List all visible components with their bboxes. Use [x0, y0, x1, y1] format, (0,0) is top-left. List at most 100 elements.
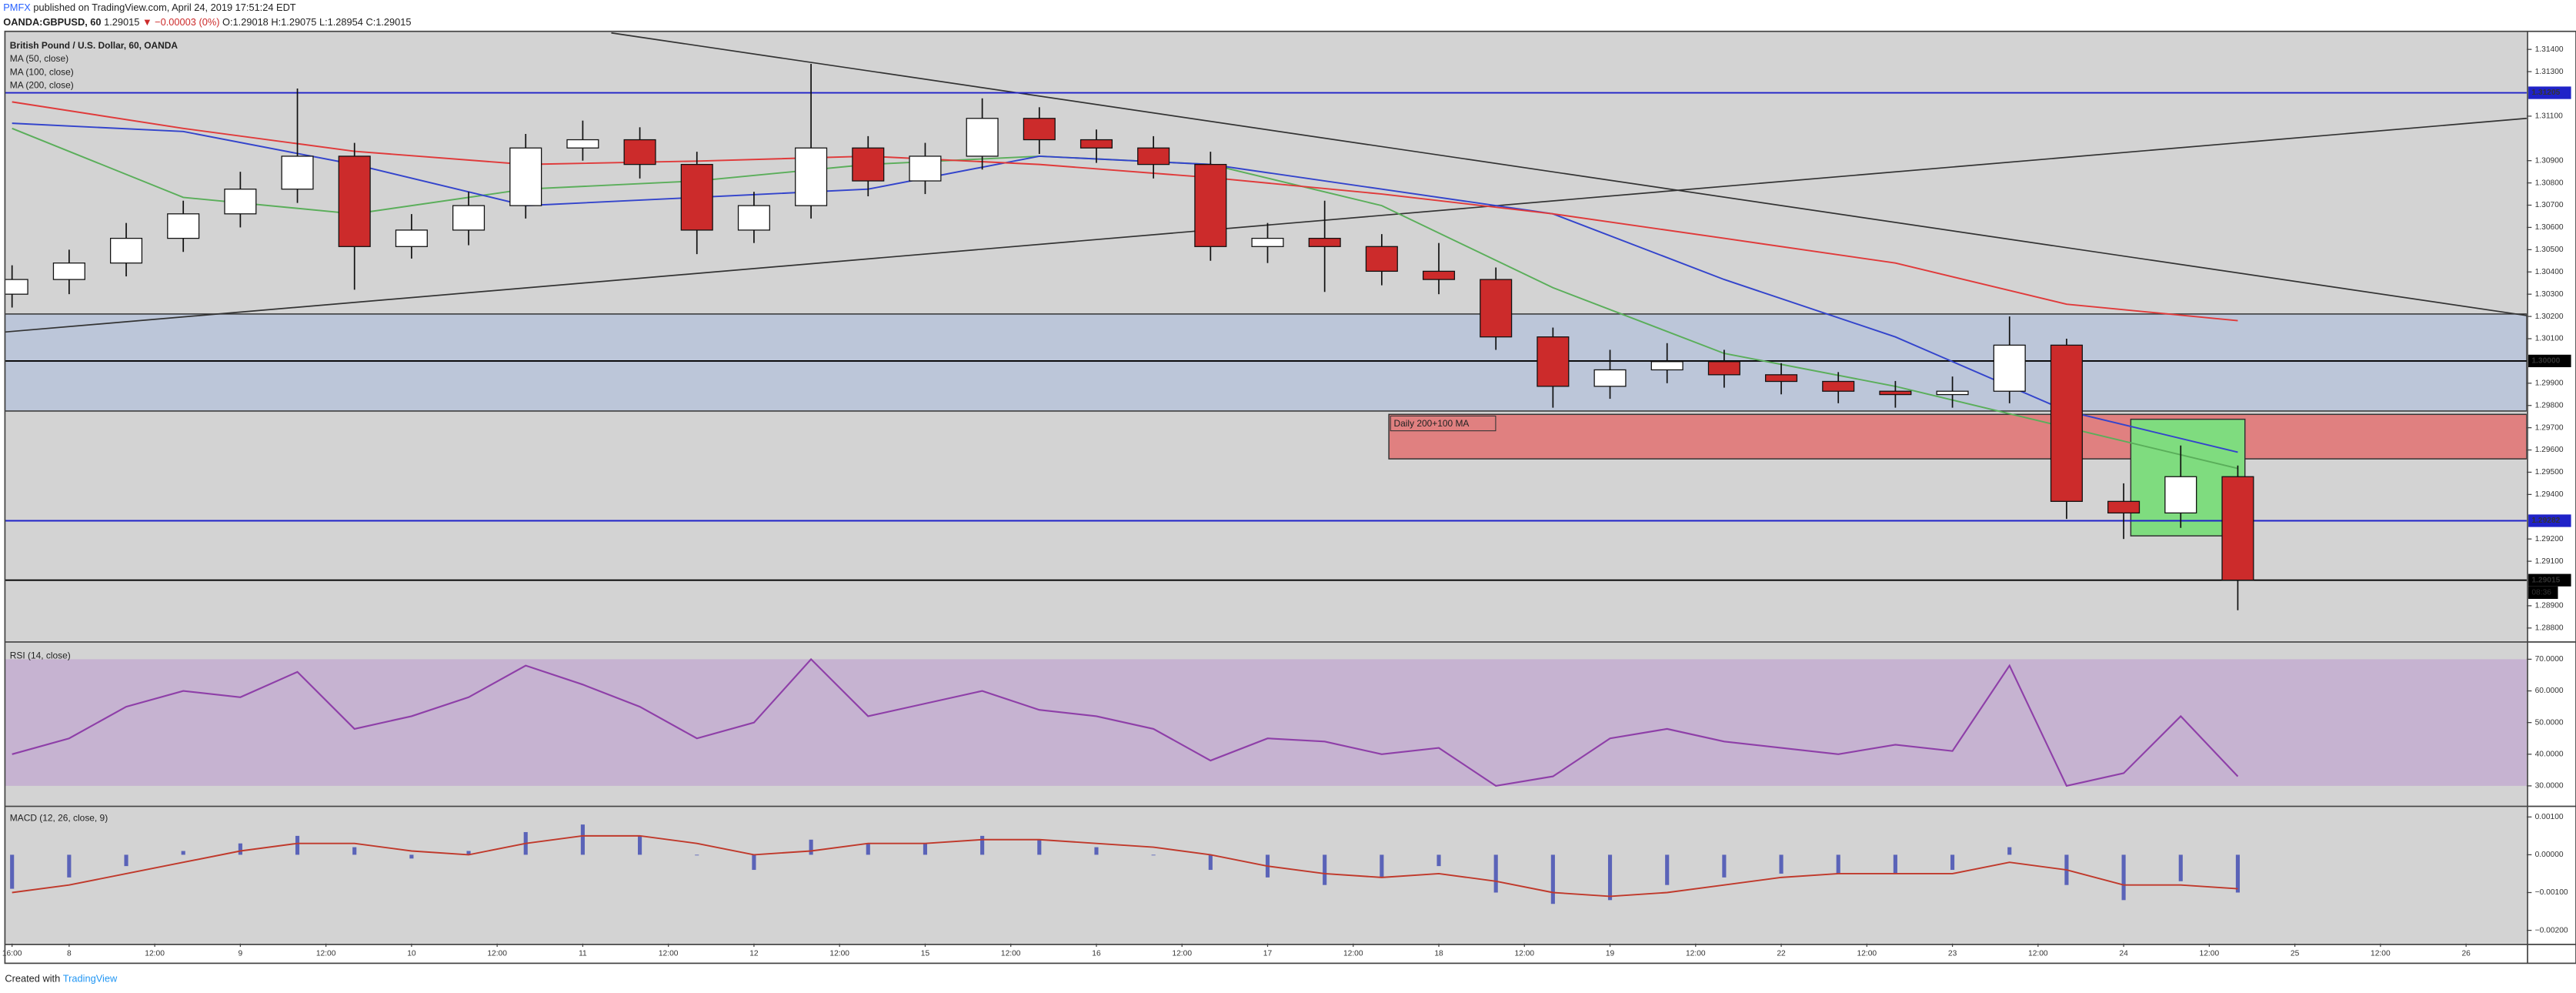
- candle-body: [566, 139, 599, 149]
- y-tick-label: 0.00000: [2535, 851, 2564, 859]
- macd-bar: [1950, 854, 1955, 871]
- macd-bar: [923, 843, 928, 855]
- x-tick-label: 12:00: [1343, 949, 1363, 958]
- rsi-line: [12, 657, 2239, 787]
- x-tick-label: 10: [407, 949, 416, 958]
- footer: Created with TradingView: [5, 973, 118, 985]
- macd-bar: [1094, 847, 1099, 855]
- candle-body: [737, 205, 770, 231]
- y-tick-label: 1.29900: [2535, 379, 2564, 388]
- x-tick-label: 24: [2119, 949, 2128, 958]
- symbol: OANDA:GBPUSD, 60: [3, 16, 101, 28]
- price-label: 1.30000: [2531, 357, 2560, 366]
- x-tick-label: 11: [579, 949, 587, 958]
- symbol-line: OANDA:GBPUSD, 60 1.29015 ▼ −0.00003 (0%)…: [3, 16, 411, 28]
- candle-body: [1537, 336, 1570, 387]
- price-label: 1.31205: [2531, 89, 2560, 97]
- candle-body: [1593, 369, 1627, 387]
- candle-body: [1365, 246, 1398, 272]
- candle-body: [1765, 374, 1798, 383]
- countdown: 08:36: [2531, 589, 2551, 597]
- footer-text: Created with: [5, 973, 60, 985]
- y-tick-label: 40.0000: [2535, 750, 2564, 758]
- price-label-box: [2528, 86, 2571, 99]
- x-tick-label: 12:00: [1001, 949, 1021, 958]
- price-label: 1.29015: [2531, 576, 2560, 584]
- y-tick-label: 1.30800: [2535, 179, 2564, 187]
- candle-body: [167, 213, 200, 239]
- macd-bar: [752, 854, 756, 871]
- candle-body: [680, 163, 713, 231]
- y-tick-label: 1.30400: [2535, 268, 2564, 276]
- macd-bar: [124, 854, 128, 867]
- chart-title: British Pound / U.S. Dollar, 60, OANDA: [10, 40, 179, 51]
- macd-bar: [1607, 854, 1613, 901]
- x-tick-label: 12:00: [1514, 949, 1534, 958]
- candle-body: [2164, 476, 2197, 514]
- macd-bar: [1665, 854, 1670, 885]
- x-tick-label: 15: [921, 949, 930, 958]
- macd-bar: [2178, 854, 2183, 881]
- macd-bar: [980, 835, 985, 855]
- x-tick-label: 12:00: [487, 949, 507, 958]
- x-tick-label: 12:00: [2028, 949, 2048, 958]
- plot-layer: Daily 200+100 MA 1.31400 1.31300 1.31100 1.3…: [2, 32, 2571, 958]
- change: ▼ −0.00003 (0%): [142, 16, 220, 28]
- macd-bar: [2121, 854, 2126, 901]
- countdown-box: [2528, 586, 2558, 600]
- macd-bar: [466, 851, 471, 855]
- macd-bar: [295, 835, 300, 855]
- y-tick-label: 1.30100: [2535, 335, 2564, 343]
- macd-bar: [1380, 854, 1384, 878]
- macd-bar: [67, 854, 72, 878]
- legend-entry: MA (50, close): [10, 53, 68, 64]
- zone: [1388, 413, 2527, 460]
- y-tick-label: −0.00100: [2535, 888, 2568, 897]
- y-tick-label: 1.29200: [2535, 535, 2564, 543]
- y-tick-label: 0.00100: [2535, 813, 2564, 821]
- candle-body: [281, 155, 314, 190]
- ohlc: O:1.29018 H:1.29075 L:1.28954 C:1.29015: [222, 16, 411, 28]
- y-tick-label: 1.28900: [2535, 602, 2564, 610]
- candle-body: [395, 229, 428, 247]
- brand: PMFX: [3, 2, 31, 13]
- x-tick-label: 19: [1606, 949, 1615, 958]
- macd-bar: [2007, 847, 2012, 855]
- x-tick-label: 12:00: [829, 949, 849, 958]
- candle-body: [1707, 361, 1740, 376]
- x-tick-label: 9: [239, 949, 243, 958]
- y-tick-label: −0.00200: [2535, 926, 2568, 934]
- y-tick-label: 50.0000: [2535, 718, 2564, 727]
- macd-bar: [1550, 854, 1555, 904]
- macd-bar: [695, 854, 699, 856]
- macd-bar: [1208, 854, 1213, 871]
- x-tick-label: 8: [67, 949, 72, 958]
- chart-frame: [4, 30, 2576, 965]
- y-tick-label: 60.0000: [2535, 687, 2564, 695]
- candle-body: [338, 155, 371, 247]
- x-tick-label: 12:00: [1857, 949, 1877, 958]
- y-tick-label: 1.30500: [2535, 246, 2564, 254]
- candle-body: [1879, 390, 1912, 396]
- macd-bar: [1151, 854, 1156, 856]
- y-tick-label: 1.30600: [2535, 223, 2564, 232]
- candle-body: [852, 147, 885, 182]
- candle-body: [1936, 390, 1969, 396]
- trend-line: [611, 32, 2527, 316]
- x-tick-label: 23: [1948, 949, 1957, 958]
- candle-body: [1137, 147, 1170, 166]
- macd-bar: [866, 843, 870, 855]
- candle-body: [1308, 237, 1341, 247]
- y-tick-label: 1.30300: [2535, 290, 2564, 299]
- x-tick-label: 17: [1263, 949, 1273, 958]
- y-tick-label: 1.28800: [2535, 624, 2564, 633]
- x-tick-label: 12:00: [316, 949, 336, 958]
- plot-area: [10, 824, 2241, 904]
- candle-body: [5, 279, 28, 295]
- candle-body: [452, 205, 486, 231]
- candle-body: [966, 118, 999, 157]
- macd-bar: [181, 851, 185, 855]
- y-tick-label: 1.31300: [2535, 68, 2564, 76]
- candle-body: [1650, 361, 1683, 371]
